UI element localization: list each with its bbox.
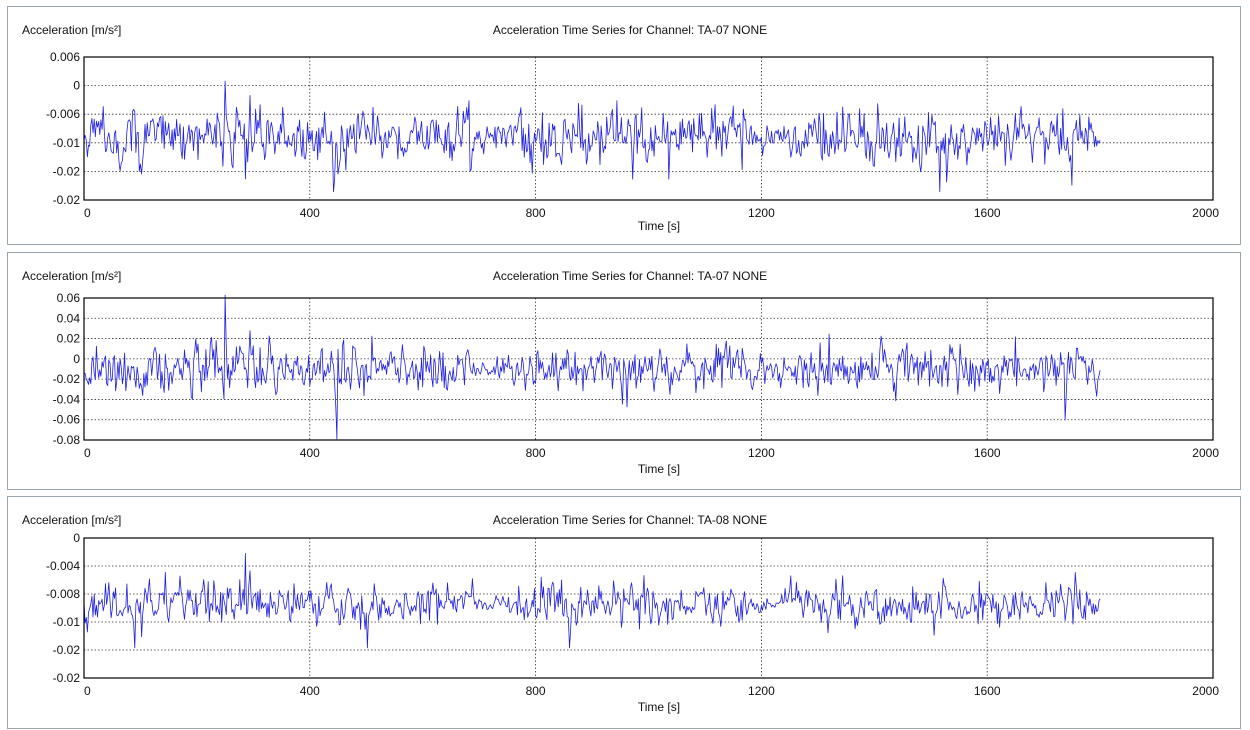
x-axis-label: Time [s] <box>638 700 680 714</box>
x-tick-label: 1200 <box>748 684 775 698</box>
x-tick-labels: 0 400 800 1200 1600 2000 <box>84 206 1219 220</box>
x-tick-labels: 0 400 800 1200 1600 2000 <box>84 446 1219 460</box>
x-tick-label: 400 <box>300 684 320 698</box>
x-tick-label: 400 <box>300 206 320 220</box>
y-axis-label: Acceleration [m/s²] <box>22 23 121 37</box>
plot-frame <box>83 537 1214 679</box>
chart-panel-1: Acceleration [m/s²] Acceleration Time Se… <box>7 6 1241 245</box>
x-axis-label: Time [s] <box>638 462 680 476</box>
chart-panel-3: Acceleration [m/s²] Acceleration Time Se… <box>7 496 1241 729</box>
y-tick-label: 0 <box>73 79 80 93</box>
x-tick-label: 0 <box>84 684 91 698</box>
y-tick-label: -0.02 <box>53 164 81 178</box>
chart-title: Acceleration Time Series for Channel: TA… <box>493 23 767 37</box>
y-tick-label: -0.02 <box>53 193 81 207</box>
x-tick-label: 800 <box>526 206 546 220</box>
y-axis-label: Acceleration [m/s²] <box>22 513 121 527</box>
y-tick-label: -0.06 <box>53 413 81 427</box>
x-tick-label: 2000 <box>1192 206 1219 220</box>
series-line <box>83 80 1101 193</box>
y-tick-label: 0.04 <box>57 311 81 325</box>
chart-title: Acceleration Time Series for Channel: TA… <box>493 269 767 283</box>
y-tick-label: 0.02 <box>57 332 81 346</box>
x-tick-label: 1600 <box>974 684 1001 698</box>
chart-title: Acceleration Time Series for Channel: TA… <box>493 513 767 527</box>
chart-svg-1: Acceleration [m/s²] Acceleration Time Se… <box>22 23 1219 233</box>
grid-lines <box>84 57 1213 200</box>
x-tick-label: 400 <box>300 446 320 460</box>
y-tick-labels: 0 -0.004 -0.008 -0.01 -0.02 -0.02 <box>46 531 80 685</box>
x-tick-label: 0 <box>84 206 91 220</box>
y-tick-labels: 0.006 0 -0.006 -0.01 -0.02 -0.02 <box>46 50 80 207</box>
x-tick-label: 1600 <box>974 446 1001 460</box>
x-tick-label: 800 <box>526 684 546 698</box>
chart-svg-3: Acceleration [m/s²] Acceleration Time Se… <box>22 513 1219 714</box>
y-tick-label: 0.06 <box>57 291 81 305</box>
x-tick-label: 2000 <box>1192 446 1219 460</box>
y-tick-label: -0.02 <box>53 643 81 657</box>
y-tick-label: -0.02 <box>53 671 81 685</box>
y-tick-label: -0.04 <box>53 392 81 406</box>
x-tick-label: 1600 <box>974 206 1001 220</box>
x-tick-label: 800 <box>526 446 546 460</box>
y-tick-label: 0 <box>73 531 80 545</box>
series-line <box>83 294 1101 440</box>
chart-svg-2: Acceleration [m/s²] Acceleration Time Se… <box>22 269 1219 476</box>
x-tick-label: 2000 <box>1192 684 1219 698</box>
y-axis-label: Acceleration [m/s²] <box>22 269 121 283</box>
plot-frame <box>83 56 1214 201</box>
y-tick-label: -0.08 <box>53 433 81 447</box>
series-line <box>83 553 1101 649</box>
grid-lines <box>84 538 1213 678</box>
x-axis-label: Time [s] <box>638 219 680 233</box>
plot-frame <box>83 297 1214 441</box>
y-tick-label: -0.01 <box>53 136 81 150</box>
y-tick-label: 0.006 <box>50 50 80 64</box>
chart-panel-2: Acceleration [m/s²] Acceleration Time Se… <box>7 252 1241 490</box>
grid-lines <box>84 298 1213 440</box>
y-tick-label: -0.02 <box>53 372 81 386</box>
x-tick-labels: 0 400 800 1200 1600 2000 <box>84 684 1219 698</box>
y-tick-label: -0.004 <box>46 559 80 573</box>
x-tick-label: 1200 <box>748 206 775 220</box>
x-tick-label: 0 <box>84 446 91 460</box>
y-tick-label: 0 <box>73 352 80 366</box>
y-tick-label: -0.006 <box>46 107 80 121</box>
y-tick-label: -0.008 <box>46 587 80 601</box>
y-tick-labels: 0.06 0.04 0.02 0 -0.02 -0.04 -0.06 -0.08 <box>53 291 81 447</box>
x-tick-label: 1200 <box>748 446 775 460</box>
y-tick-label: -0.01 <box>53 615 81 629</box>
